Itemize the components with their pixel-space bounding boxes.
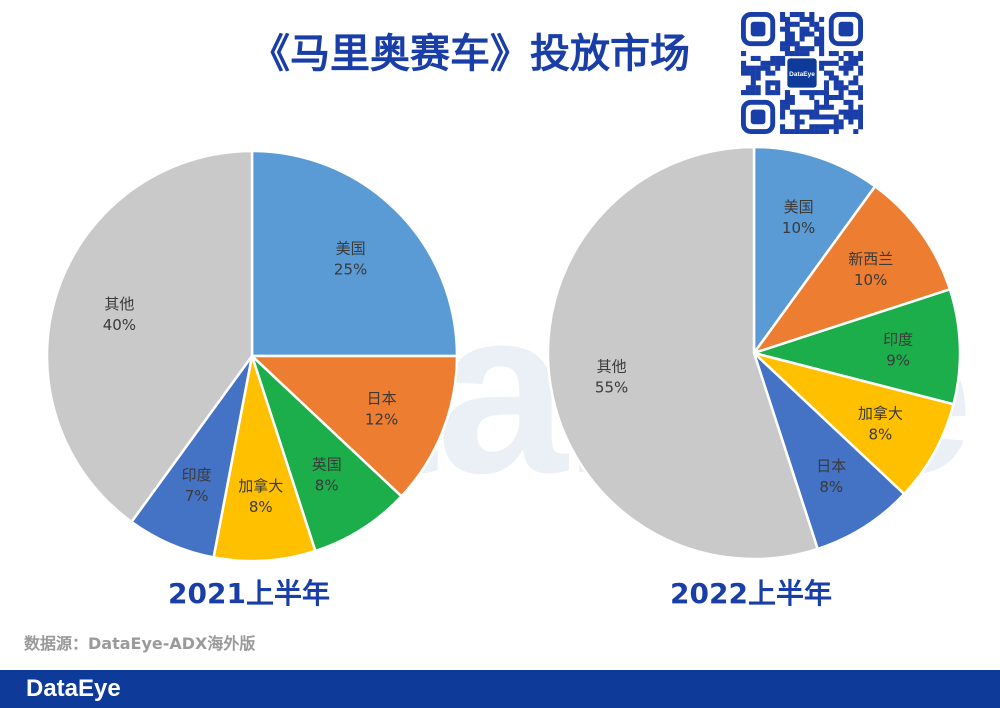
pie-slice <box>750 184 952 356</box>
slice-value-label: 55% <box>595 379 628 397</box>
pie-slice <box>250 149 459 358</box>
chart-caption-2021: 2021上半年 <box>168 577 330 610</box>
slice-label: 印度 <box>883 331 913 349</box>
pie-slice <box>45 149 254 524</box>
slice-value-label: 8% <box>315 477 339 495</box>
slice-label: 加拿大 <box>858 405 903 423</box>
slice-value-label: 7% <box>185 487 209 505</box>
slice-label: 美国 <box>784 198 814 216</box>
slice-label: 新西兰 <box>848 250 893 268</box>
slice-value-label: 10% <box>854 271 887 289</box>
pie-slice <box>250 355 404 553</box>
slice-value-label: 8% <box>869 426 893 444</box>
slice-label: 美国 <box>336 239 366 257</box>
slice-label: 其他 <box>597 358 627 376</box>
page-title: 《马里奥赛车》投放市场 <box>250 31 690 77</box>
slice-label: 加拿大 <box>238 477 283 495</box>
qr-logo-text: DataEye <box>789 71 815 78</box>
pie-0: 美国 25% 日本 12% 英国 8% 加拿大 8% 印度 7% 其他 40% <box>45 149 459 563</box>
slice-label: 日本 <box>367 389 397 407</box>
pie-slice <box>752 352 906 551</box>
slice-value-label: 8% <box>819 478 843 496</box>
slice-value-label: 25% <box>334 260 367 278</box>
slice-value-label: 12% <box>365 410 398 428</box>
pie-1: 美国 10% 新西兰 10% 印度 9% 加拿大 8% 日本 8% 其他 55% <box>546 145 962 561</box>
slice-label: 英国 <box>312 456 342 474</box>
slice-value-label: 40% <box>103 316 136 334</box>
slice-value-label: 8% <box>249 498 273 516</box>
slice-label: 印度 <box>182 466 212 484</box>
qr-code: DataEye <box>741 12 863 134</box>
chart-caption-2022: 2022上半年 <box>670 577 832 610</box>
slice-value-label: 10% <box>782 219 815 237</box>
pie-slice <box>212 355 317 563</box>
pie-slice <box>753 351 956 496</box>
source-note: 数据源：DataEye-ADX海外版 <box>24 634 256 653</box>
slice-value-label: 9% <box>886 352 910 370</box>
pie-slice <box>546 145 820 561</box>
pie-slice <box>248 354 459 499</box>
pie-slice <box>749 287 962 406</box>
slice-label: 日本 <box>816 457 846 475</box>
footer-bar: DataEye <box>0 670 1000 708</box>
footer-logo: DataEye <box>26 675 121 702</box>
pie-charts: 美国 25% 日本 12% 英国 8% 加拿大 8% 印度 7% 其他 40% 美国 10% 新西兰 10% 印… <box>45 145 962 563</box>
pie-slice <box>752 145 877 357</box>
slice-label: 其他 <box>104 295 134 313</box>
